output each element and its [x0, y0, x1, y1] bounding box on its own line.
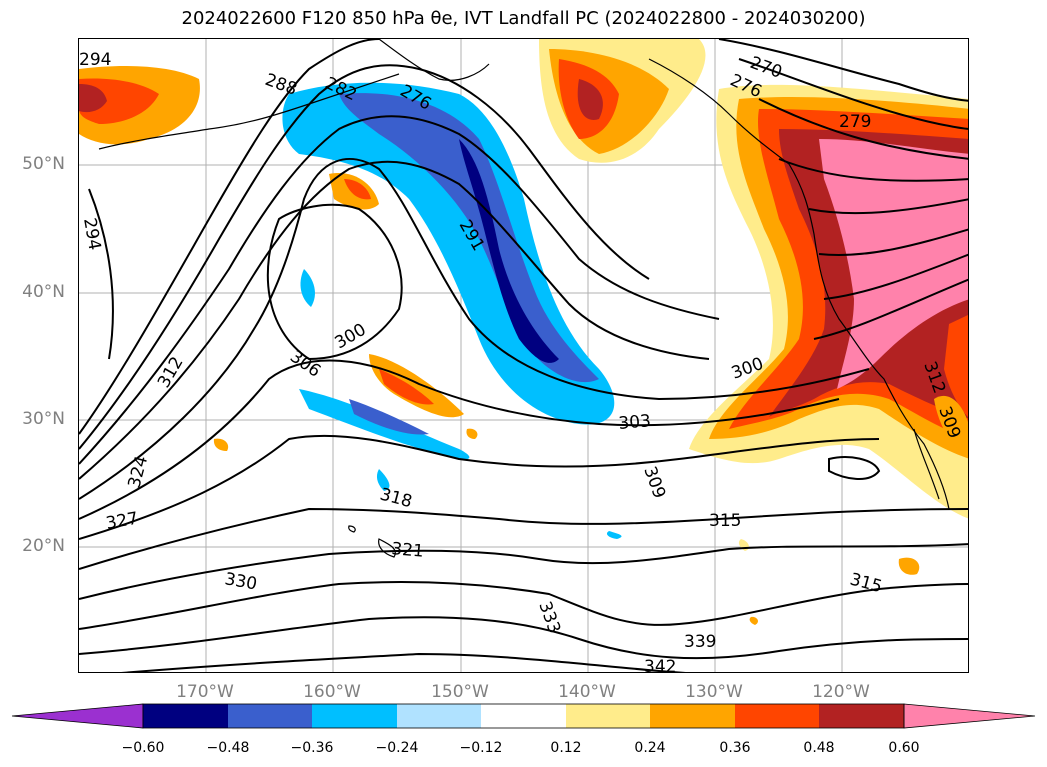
- colorbar-segment: [735, 704, 819, 728]
- contour-label: 333: [534, 599, 564, 636]
- colorbar-segment: [397, 704, 481, 728]
- map-panel: 294 288 282 276 270 276 279 294 291 300 …: [78, 38, 969, 673]
- colorbar-segment: [566, 704, 650, 728]
- lat-label-20n: 20°N: [22, 536, 65, 556]
- colorbar-extend-min: [11, 703, 144, 729]
- map-svg: 294 288 282 276 270 276 279 294 291 300 …: [79, 39, 968, 673]
- ivt-negative-shading: [282, 82, 862, 539]
- lon-label-120w: 120°W: [812, 682, 870, 702]
- lon-label-150w: 150°W: [431, 682, 489, 702]
- colorbar-tick-label: −0.36: [290, 740, 334, 756]
- colorbar-segment: [481, 704, 566, 728]
- colorbar-tick-label: −0.24: [375, 740, 419, 756]
- colorbar-tick-label: −0.12: [459, 740, 503, 756]
- contour-label: 315: [709, 511, 741, 531]
- contour-label: 300: [332, 320, 370, 354]
- colorbar-tick-label: 0.24: [634, 740, 666, 756]
- colorbar-tick-label: 0.12: [550, 740, 582, 756]
- lon-label-130w: 130°W: [685, 682, 743, 702]
- contour-label: 294: [79, 50, 111, 70]
- contour-label: 321: [391, 539, 425, 562]
- colorbar: [11, 703, 1036, 729]
- contour-label: 294: [79, 216, 104, 251]
- colorbar-segment: [228, 704, 312, 728]
- colorbar-segment: [143, 704, 228, 728]
- colorbar-tick-label: −0.48: [206, 740, 250, 756]
- colorbar-tick-label: 0.60: [888, 740, 920, 756]
- contour-label: 342: [644, 657, 676, 673]
- lon-label-170w: 170°W: [176, 682, 234, 702]
- coastlines: [98, 39, 950, 558]
- theta-e-contours: [79, 39, 968, 672]
- lat-label-30n: 30°N: [22, 409, 65, 429]
- lat-label-50n: 50°N: [22, 154, 65, 174]
- contour-label: 303: [618, 411, 652, 434]
- lon-label-160w: 160°W: [303, 682, 361, 702]
- lat-label-40n: 40°N: [22, 282, 65, 302]
- colorbar-outline: [142, 703, 905, 729]
- contour-label: 330: [223, 569, 258, 594]
- colorbar-tick-label: 0.48: [803, 740, 835, 756]
- colorbar-segment: [650, 704, 735, 728]
- contour-label: 324: [125, 454, 153, 491]
- map-title: 2024022600 F120 850 hPa θe, IVT Landfall…: [181, 8, 866, 29]
- contour-label: 312: [154, 353, 188, 391]
- contour-label: 279: [839, 112, 871, 132]
- colorbar-extend-max: [903, 703, 1036, 729]
- contour-label: 309: [639, 464, 669, 501]
- contour-label: 288: [262, 70, 299, 100]
- contour-label: 318: [378, 485, 415, 513]
- contour-label: 339: [684, 632, 716, 652]
- colorbar-segment: [312, 704, 397, 728]
- contour-label: 306: [286, 347, 324, 382]
- colorbar-tick-label: −0.60: [121, 740, 165, 756]
- colorbar-segment: [819, 704, 904, 728]
- lon-label-140w: 140°W: [558, 682, 616, 702]
- contour-label: 327: [104, 509, 139, 534]
- colorbar-tick-label: 0.36: [719, 740, 751, 756]
